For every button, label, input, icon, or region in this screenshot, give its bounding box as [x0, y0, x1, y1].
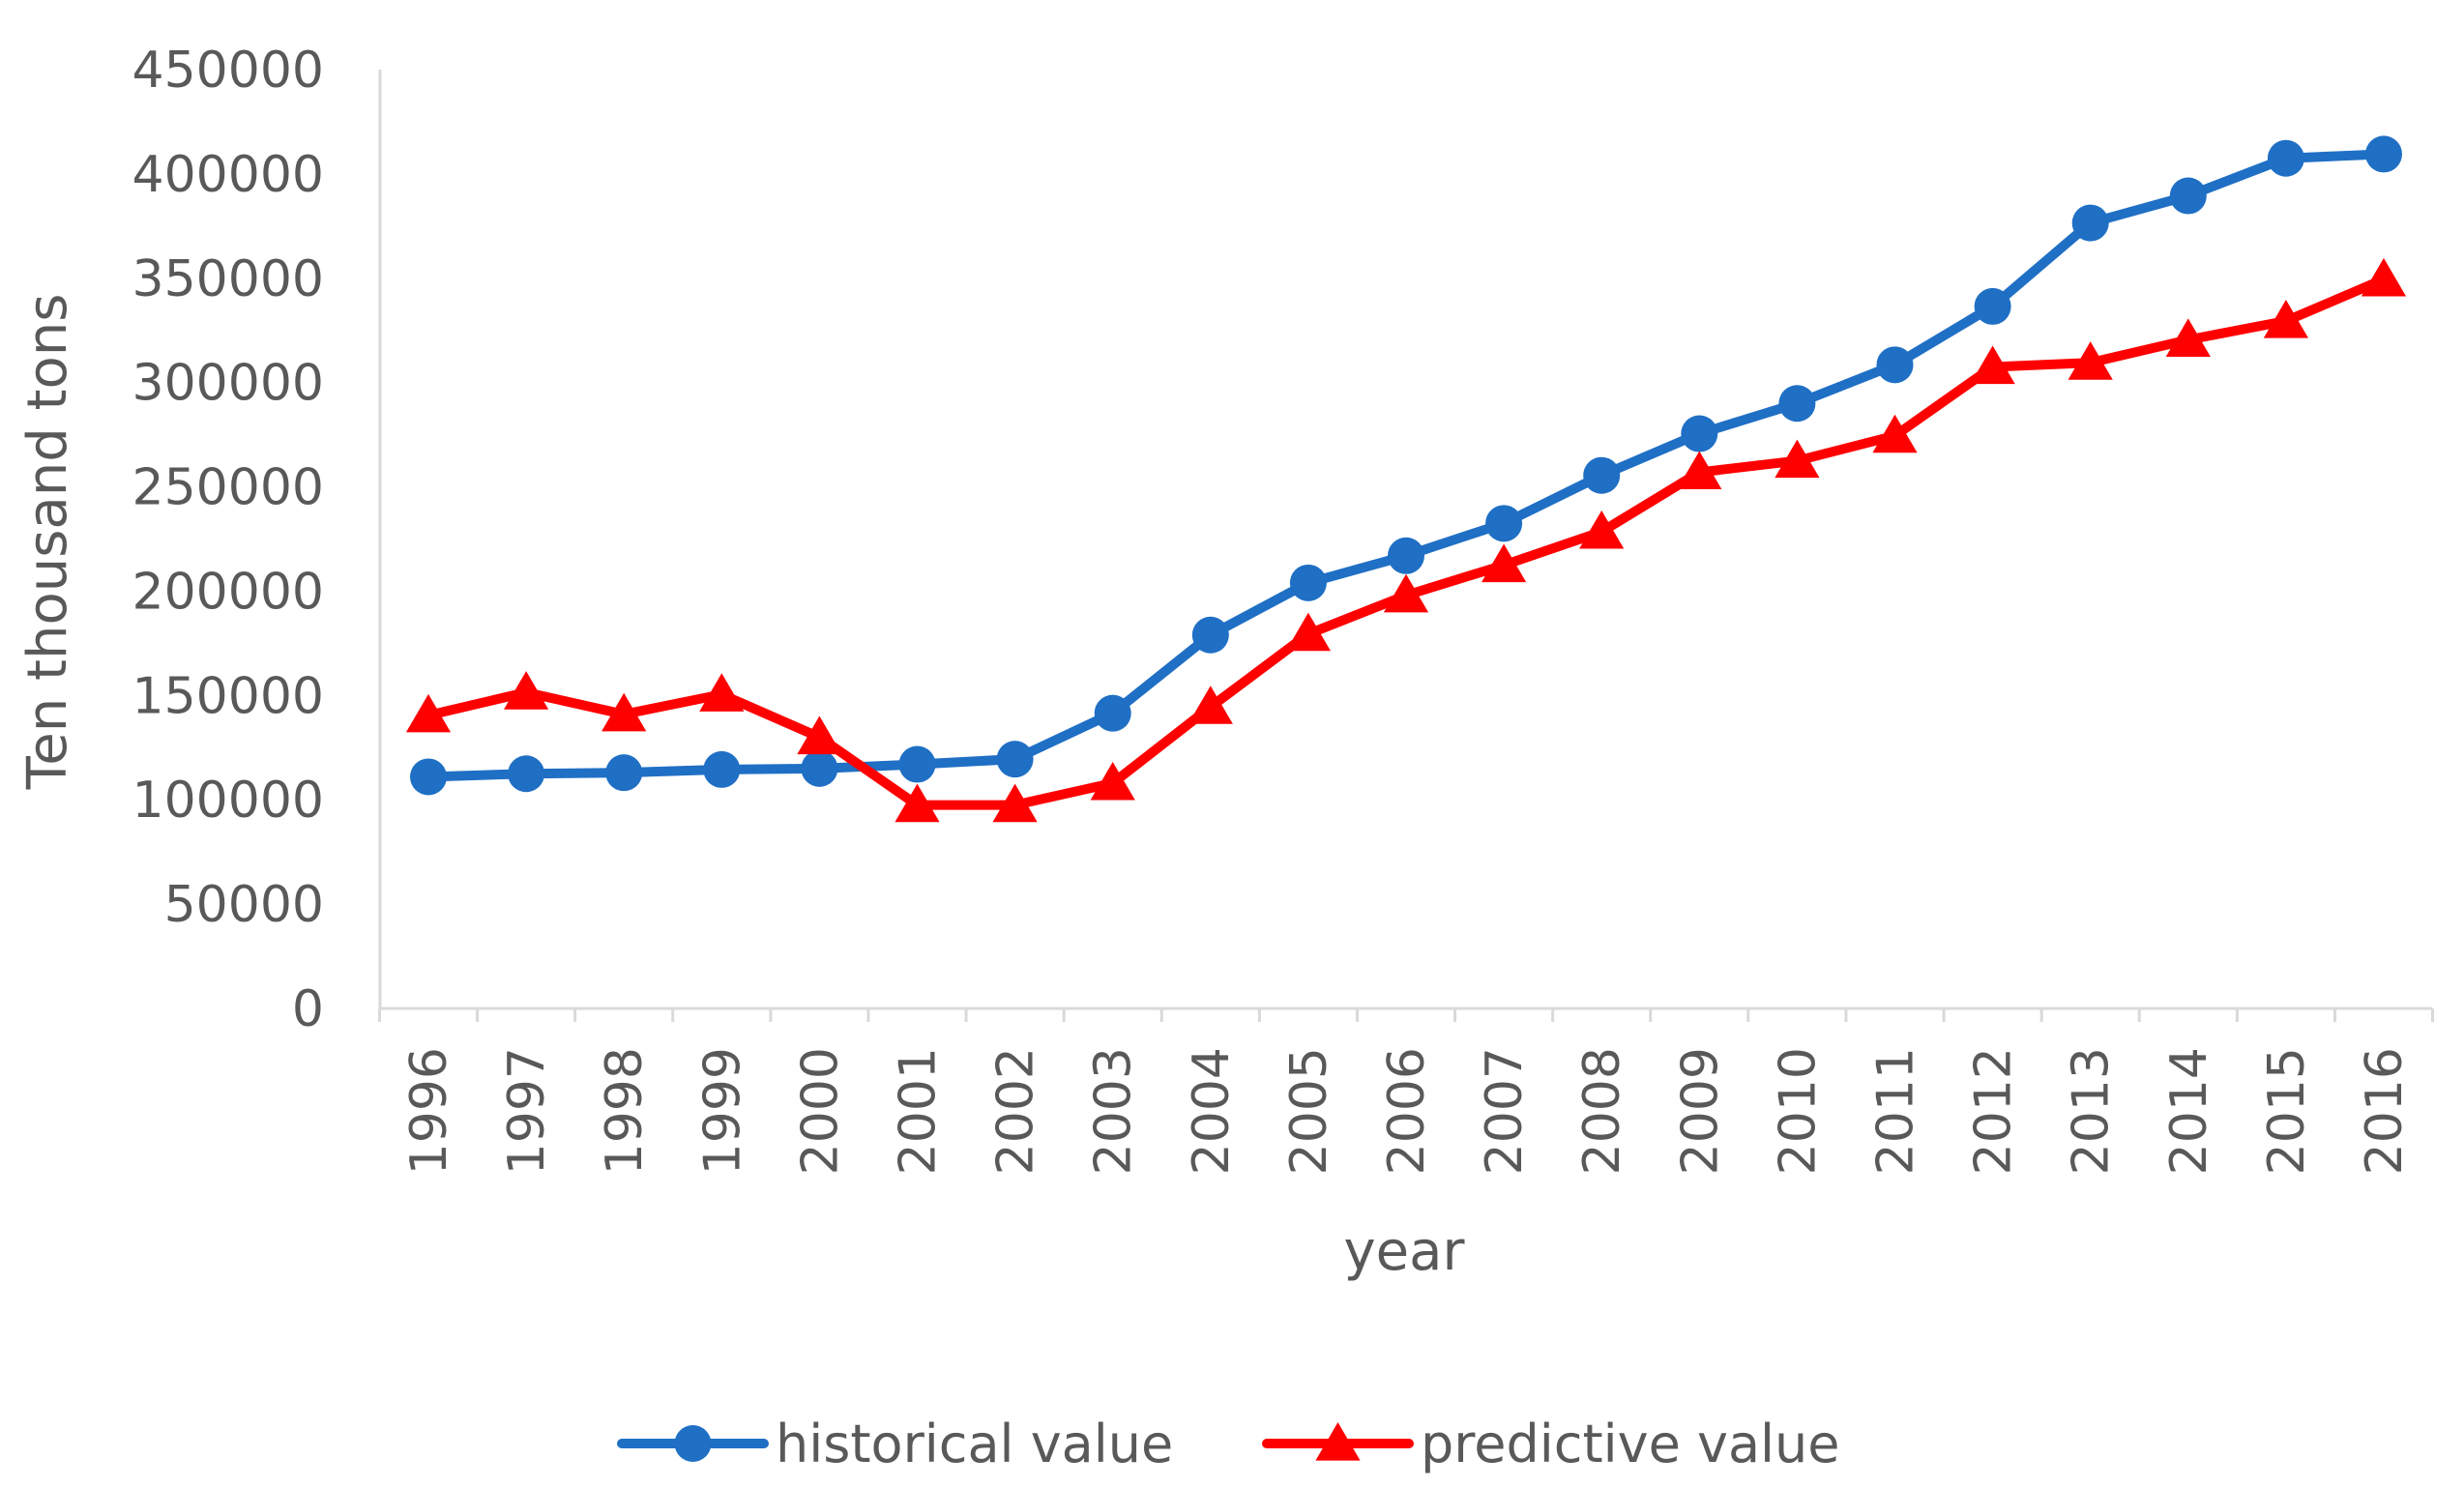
data-point-triangle — [504, 671, 549, 710]
data-point-circle — [1583, 456, 1621, 494]
x-axis-ticks: 1996 1997 1998 1999 2000 2001 2002 2003 2004 2005… — [377, 1008, 2435, 1175]
data-point-circle — [605, 754, 643, 792]
data-point-circle — [410, 758, 447, 796]
data-point-triangle — [895, 783, 940, 823]
data-point-circle — [996, 741, 1034, 778]
x-tick-label: 2001 — [890, 1047, 948, 1175]
data-point-triangle — [1383, 573, 1429, 613]
x-tick-label: 2011 — [1867, 1047, 1925, 1175]
data-point-triangle — [699, 673, 745, 712]
data-point-triangle — [1677, 451, 1722, 490]
x-axis-title: year — [1344, 1220, 1466, 1283]
data-point-circle — [1974, 287, 2011, 325]
data-point-triangle — [797, 715, 842, 755]
data-point-triangle — [1285, 612, 1331, 652]
x-tick-label: 2014 — [2160, 1047, 2218, 1175]
x-tick-label: 2009 — [1671, 1047, 1729, 1175]
x-tick-label: 1997 — [498, 1047, 556, 1175]
y-tick-label: 0 — [292, 980, 324, 1038]
x-tick-label: 2010 — [1769, 1047, 1827, 1175]
x-tick-label: 2008 — [1573, 1047, 1631, 1175]
y-axis-ticks: 0 50000 100000 150000 200000 250000 300000 3500… — [132, 42, 324, 1038]
y-tick-label: 100000 — [132, 772, 324, 830]
legend-item: historical value — [617, 1414, 1173, 1474]
legend-swatch-marker — [1315, 1422, 1361, 1461]
data-point-triangle — [1970, 345, 2015, 385]
data-point-circle — [508, 755, 545, 793]
data-point-triangle — [1775, 439, 1820, 479]
data-point-triangle — [2263, 300, 2308, 338]
y-tick-label: 200000 — [132, 563, 324, 621]
data-point-circle — [1191, 616, 1229, 654]
x-tick-label: 2013 — [2063, 1047, 2121, 1175]
data-point-circle — [1485, 505, 1523, 542]
data-point-circle — [2169, 177, 2207, 215]
data-point-triangle — [1872, 414, 1918, 453]
data-point-triangle — [2165, 318, 2211, 358]
x-tick-label: 2002 — [987, 1047, 1045, 1175]
data-point-circle — [898, 745, 936, 783]
x-tick-label: 1999 — [693, 1047, 751, 1175]
data-point-triangle — [1579, 510, 1625, 549]
series-layer — [405, 135, 2407, 823]
data-point-circle — [2267, 139, 2304, 177]
x-tick-label: 2003 — [1085, 1047, 1143, 1175]
x-tick-label: 2005 — [1280, 1047, 1338, 1175]
data-point-circle — [1681, 415, 1718, 452]
x-tick-label: 2004 — [1183, 1047, 1241, 1175]
y-tick-label: 450000 — [132, 42, 324, 100]
data-point-circle — [1289, 564, 1327, 601]
data-point-circle — [2365, 135, 2402, 173]
data-point-triangle — [2361, 257, 2407, 297]
series-predictive-value — [405, 257, 2407, 823]
x-tick-label: 2012 — [1965, 1047, 2023, 1175]
data-point-circle — [2071, 204, 2109, 242]
y-tick-label: 400000 — [132, 146, 324, 204]
legend-label: historical value — [776, 1414, 1173, 1474]
legend-label: predictive value — [1421, 1414, 1840, 1474]
data-point-triangle — [1481, 543, 1527, 583]
data-point-circle — [1388, 537, 1424, 574]
data-point-circle — [1876, 346, 1914, 384]
y-tick-label: 250000 — [132, 459, 324, 517]
legend: historical value predictive value — [617, 1414, 1840, 1474]
y-tick-label: 50000 — [164, 876, 324, 934]
y-tick-label: 350000 — [132, 250, 324, 308]
x-tick-label: 2000 — [791, 1047, 849, 1175]
x-tick-label: 2016 — [2356, 1047, 2414, 1175]
y-axis-title: Ten thousand tons — [16, 294, 79, 791]
data-point-triangle — [2068, 341, 2113, 380]
data-point-triangle — [1188, 686, 1233, 724]
data-point-circle — [1094, 694, 1131, 732]
series-historical-value — [410, 135, 2402, 796]
x-tick-label: 2006 — [1378, 1047, 1436, 1175]
legend-item: predictive value — [1262, 1414, 1840, 1474]
legend-swatch-marker — [674, 1425, 712, 1462]
data-point-circle — [801, 749, 838, 787]
x-tick-label: 1996 — [400, 1047, 458, 1175]
data-point-circle — [703, 750, 741, 788]
data-point-triangle — [1090, 761, 1135, 801]
y-tick-label: 300000 — [132, 355, 324, 413]
y-tick-label: 150000 — [132, 667, 324, 725]
x-tick-label: 2015 — [2258, 1047, 2316, 1175]
data-point-triangle — [601, 692, 647, 732]
data-point-circle — [1778, 385, 1816, 423]
data-point-triangle — [405, 693, 452, 733]
x-tick-label: 2007 — [1476, 1047, 1534, 1175]
data-point-triangle — [992, 783, 1038, 823]
x-tick-label: 1998 — [596, 1047, 654, 1175]
